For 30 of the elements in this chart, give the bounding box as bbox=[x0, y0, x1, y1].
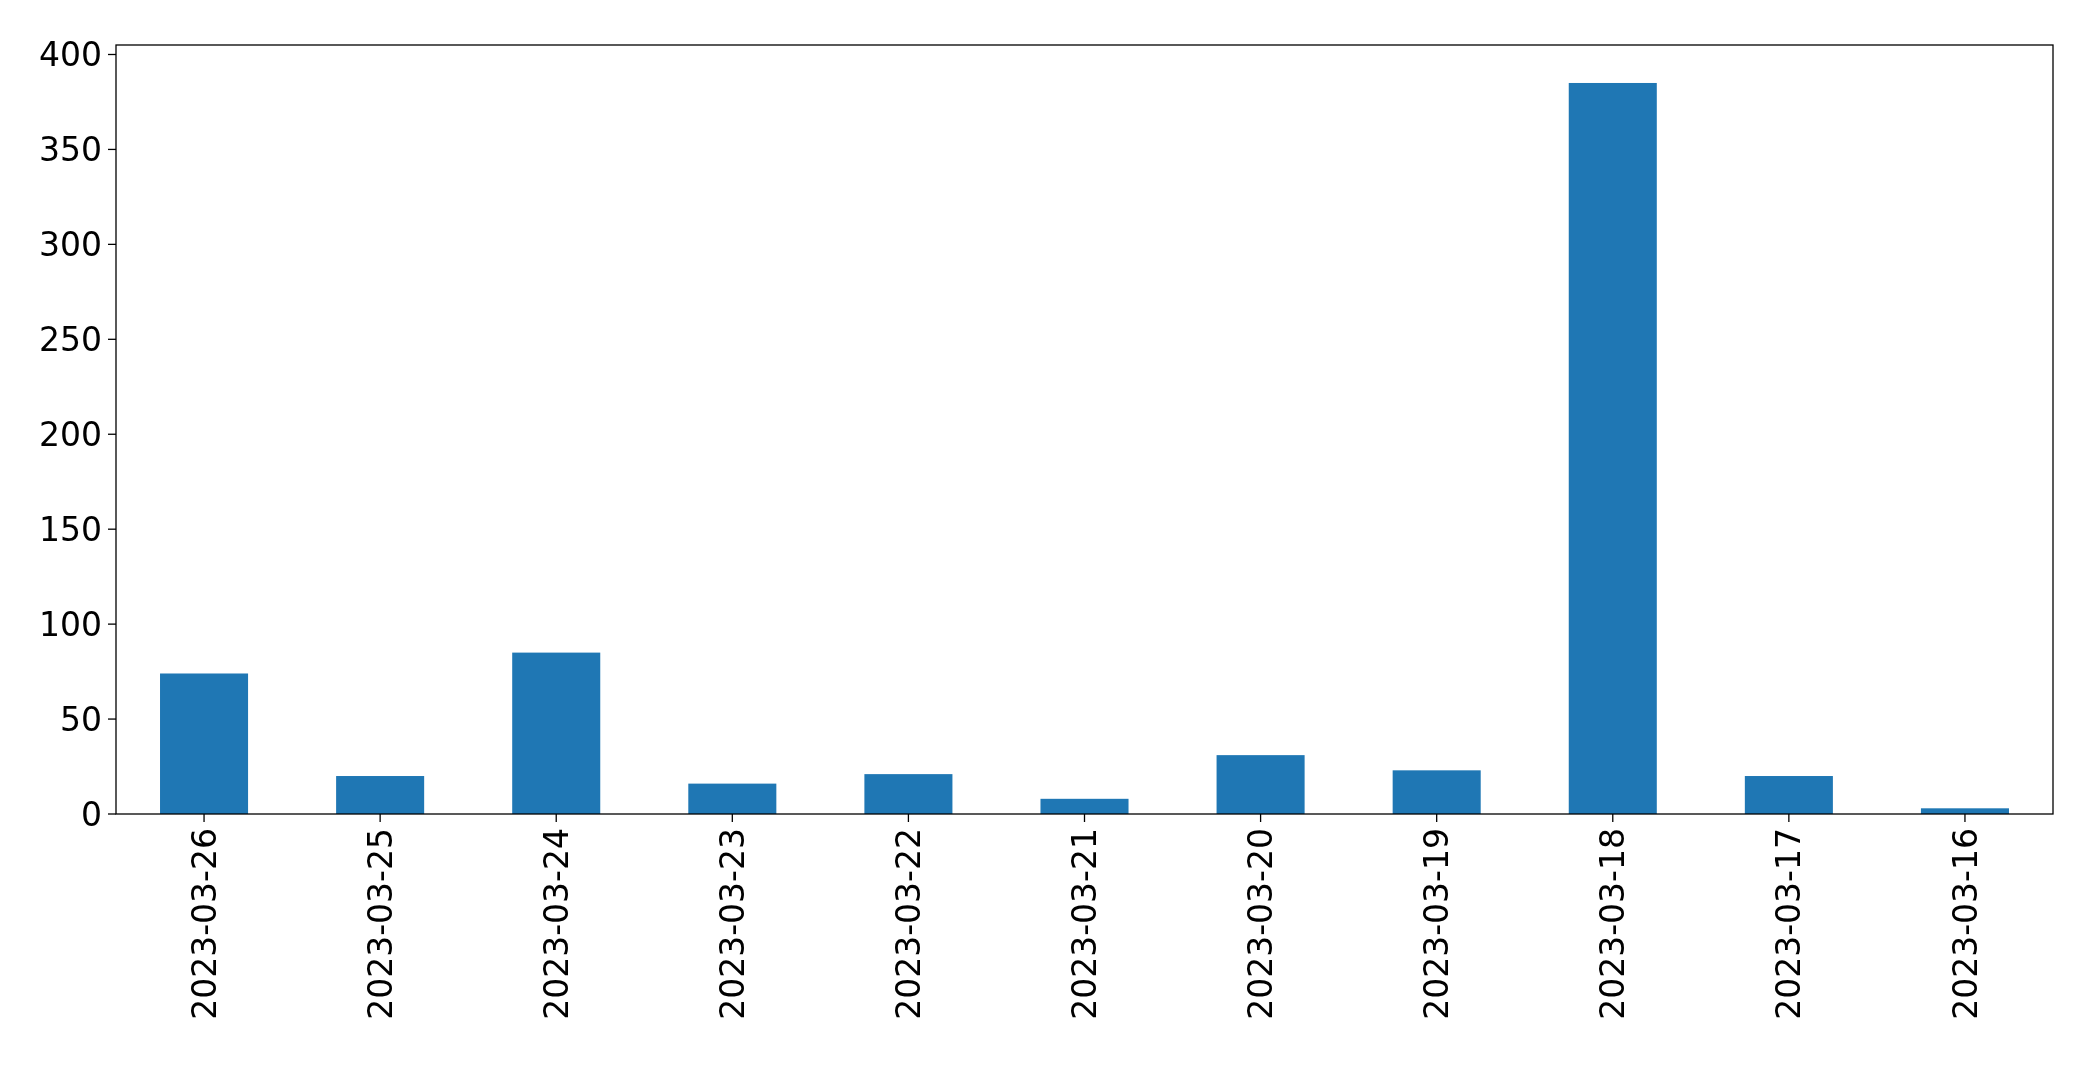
x-tick-label: 2023-03-24 bbox=[536, 828, 576, 1020]
x-tick-label: 2023-03-22 bbox=[888, 828, 928, 1020]
y-tick-label: 50 bbox=[60, 699, 102, 739]
x-tick-label: 2023-03-26 bbox=[184, 828, 224, 1020]
bar bbox=[1216, 755, 1305, 814]
y-tick-label: 300 bbox=[39, 224, 102, 264]
bar bbox=[1568, 82, 1657, 814]
x-tick-label: 2023-03-25 bbox=[360, 828, 400, 1020]
y-tick-label: 350 bbox=[39, 129, 102, 169]
x-tick-label: 2023-03-19 bbox=[1417, 828, 1457, 1020]
y-tick-label: 200 bbox=[39, 414, 102, 454]
y-tick-label: 100 bbox=[39, 604, 102, 644]
bar bbox=[1744, 776, 1833, 814]
bar bbox=[1040, 798, 1129, 814]
x-tick-label: 2023-03-20 bbox=[1241, 828, 1281, 1020]
x-tick-label: 2023-03-16 bbox=[1945, 828, 1985, 1020]
x-tick-label: 2023-03-18 bbox=[1593, 828, 1633, 1020]
x-tick-label: 2023-03-17 bbox=[1769, 828, 1809, 1020]
bar bbox=[336, 776, 425, 814]
y-tick-label: 250 bbox=[39, 319, 102, 359]
bar bbox=[688, 783, 777, 814]
bar bbox=[1392, 770, 1481, 814]
x-tick-label: 2023-03-23 bbox=[712, 828, 752, 1020]
x-tick-label: 2023-03-21 bbox=[1065, 828, 1105, 1020]
y-tick-label: 150 bbox=[39, 509, 102, 549]
bar bbox=[864, 774, 953, 814]
bar bbox=[512, 652, 601, 814]
y-tick-label: 400 bbox=[39, 35, 102, 75]
bar bbox=[160, 673, 249, 814]
y-tick-label: 0 bbox=[81, 794, 102, 834]
